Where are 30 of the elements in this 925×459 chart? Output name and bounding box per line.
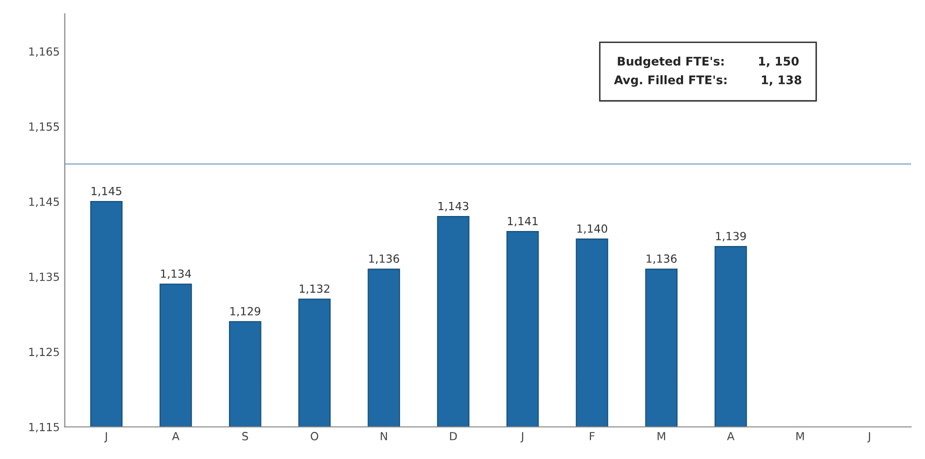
y-tick-label: 1,155 [29, 122, 59, 132]
data-label: 1,134 [161, 269, 192, 279]
data-label: 1,143 [438, 202, 468, 212]
x-tick-label: N [380, 432, 387, 440]
x-tick-label: O [310, 432, 318, 440]
data-label: 1,140 [577, 224, 608, 234]
x-tick-label: D [450, 432, 457, 440]
y-tick-label: 1,145 [29, 198, 59, 208]
x-tick-label: A [172, 432, 180, 440]
data-label: 1,136 [646, 254, 677, 264]
y-tick-label: 1,135 [29, 272, 59, 282]
x-tick-label: M [796, 432, 804, 440]
x-tick-label: A [727, 432, 734, 440]
x-tick-label: J [520, 432, 524, 442]
annotation: Avg. Filled FTE's: 1, 138 [614, 75, 802, 87]
x-tick-label: F [590, 432, 595, 440]
y-tick-label: 1,165 [29, 47, 59, 57]
data-label: 1,145 [92, 186, 122, 196]
x-tick-label: J [104, 432, 107, 442]
data-label: 1,136 [369, 254, 400, 264]
data-label: 1,141 [508, 217, 538, 226]
annotation: Budgeted FTE's: 1, 150 [618, 56, 799, 68]
x-tick-label: J [867, 432, 870, 442]
x-tick-label: S [242, 432, 248, 440]
data-label: 1,139 [716, 232, 746, 242]
y-tick-label: 1,115 [29, 422, 59, 432]
x-tick-label: M [658, 432, 666, 440]
y-tick-label: 1,125 [29, 348, 59, 358]
data-label: 1,132 [300, 284, 330, 294]
data-label: 1,129 [230, 306, 260, 317]
